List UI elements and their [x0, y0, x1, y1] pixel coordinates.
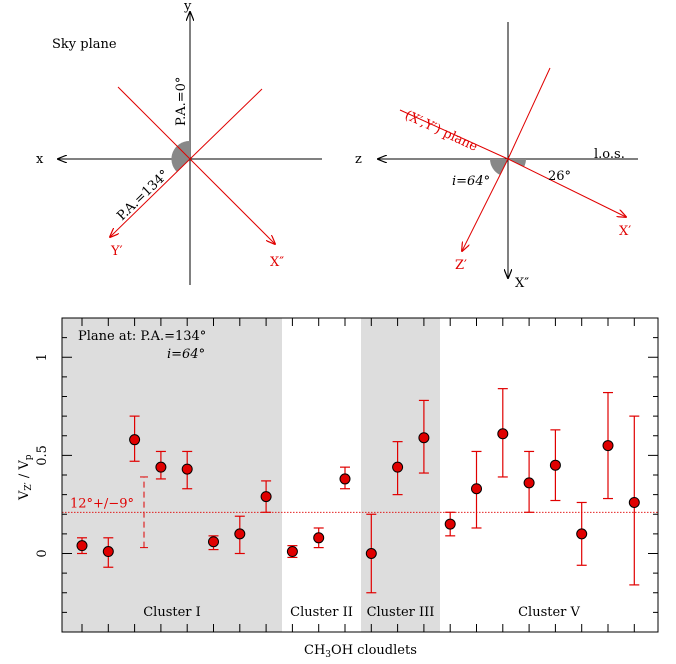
sky-plane-diagram: Sky plane y x P.A.=0° P.A.=134° Y′ X″	[36, 0, 322, 285]
data-point	[418, 399, 430, 474]
point-marker	[260, 491, 272, 503]
inclination-wedge	[490, 159, 508, 175]
data-point	[471, 450, 482, 529]
cluster-label: Cluster V	[518, 605, 580, 620]
point-marker	[418, 432, 430, 444]
plane-line-right	[399, 109, 509, 160]
data-point	[260, 480, 272, 513]
cluster-label: Cluster III	[367, 605, 435, 620]
point-marker	[392, 461, 404, 473]
y-tick-label: 0	[35, 549, 50, 557]
point-marker	[523, 477, 535, 489]
point-marker	[129, 434, 141, 446]
x-prime-arrow	[507, 158, 626, 217]
data-point	[129, 415, 141, 462]
y-tick-label: 1	[35, 353, 50, 361]
velocity-chart: 12°+/−9° 00.51 Cluster I Cluster II Cluste…	[17, 317, 659, 660]
y-tick-label: 0.5	[35, 445, 50, 466]
data-point	[576, 501, 588, 566]
data-point	[313, 527, 325, 549]
cluster-shade	[62, 318, 282, 632]
z-line	[507, 67, 551, 160]
point-marker	[365, 548, 377, 559]
cluster-shading	[62, 318, 440, 632]
sky-plane-title: Sky plane	[52, 37, 117, 52]
plane-label: (X′,Y′) plane	[402, 108, 480, 155]
point-marker	[286, 546, 298, 558]
y-prime-arrow	[110, 158, 191, 237]
plane-annotation-incl: i=64°	[167, 347, 205, 362]
inclination-label: i=64°	[452, 174, 490, 189]
plane-annotation: Plane at: P.A.=134°	[78, 329, 206, 344]
point-marker	[234, 528, 246, 540]
data-point	[444, 511, 456, 537]
point-marker	[102, 546, 114, 558]
plane-line	[117, 86, 191, 160]
data-point	[76, 537, 88, 555]
data-point	[497, 388, 509, 478]
point-marker	[471, 483, 482, 495]
data-point	[155, 450, 167, 480]
x-dprime-label: X″	[270, 255, 284, 270]
point-marker	[497, 428, 509, 440]
point-marker	[602, 440, 614, 452]
z-prime-label: Z′	[455, 258, 467, 273]
point-marker	[576, 528, 588, 540]
data-point	[208, 535, 219, 551]
y-prime-label: Y′	[110, 244, 123, 259]
los-label: l.o.s.	[594, 147, 625, 162]
pa0-label: P.A.=0°	[174, 77, 189, 126]
point-marker	[339, 473, 351, 485]
x-prime-label: X′	[619, 224, 631, 239]
point-marker	[444, 518, 456, 530]
z-prime-arrow	[462, 158, 509, 251]
x-dprime-arrow	[189, 158, 275, 244]
mean-label: 12°+/−9°	[70, 496, 134, 511]
x-axis-title: CH3OH cloudlets	[304, 643, 417, 660]
point-marker	[155, 461, 167, 473]
data-point	[602, 391, 614, 500]
data-point	[628, 415, 640, 586]
pa-angle-wedge	[171, 140, 190, 172]
point-marker	[628, 496, 640, 508]
point-marker	[76, 540, 88, 552]
point-marker	[313, 532, 325, 544]
y-axis-title: VZ′ / Vp	[17, 454, 34, 501]
chart-axes: 00.51	[35, 317, 659, 633]
data-point	[523, 450, 535, 513]
data-points	[76, 388, 640, 594]
los-diagram: X″ z l.o.s. (X′,Y′) plane i=64° 26° X′ Z…	[355, 22, 638, 291]
cluster-labels: Cluster I Cluster II Cluster III Cluster V	[143, 605, 580, 620]
x-dprime-axis-label: X″	[515, 276, 529, 291]
point-marker	[549, 459, 561, 471]
pa134-label: P.A.=134°	[114, 167, 172, 224]
data-point	[286, 545, 298, 559]
data-point	[234, 515, 246, 555]
data-point	[549, 429, 561, 502]
x-axis-label: x	[36, 152, 44, 167]
point-marker	[181, 463, 193, 475]
data-point	[392, 441, 404, 496]
cluster-label: Cluster I	[143, 605, 201, 620]
cluster-label: Cluster II	[290, 605, 353, 620]
data-point	[102, 537, 114, 568]
data-point	[181, 450, 193, 490]
data-point	[339, 466, 351, 490]
reference-line: 12°+/−9°	[62, 476, 658, 549]
angle26-label: 26°	[548, 169, 571, 184]
z-axis-label: z	[355, 152, 362, 167]
point-marker	[208, 536, 219, 548]
data-point	[365, 513, 377, 594]
diag-line	[189, 88, 263, 160]
y-axis-label: y	[183, 0, 192, 14]
cluster-shade	[361, 318, 440, 632]
